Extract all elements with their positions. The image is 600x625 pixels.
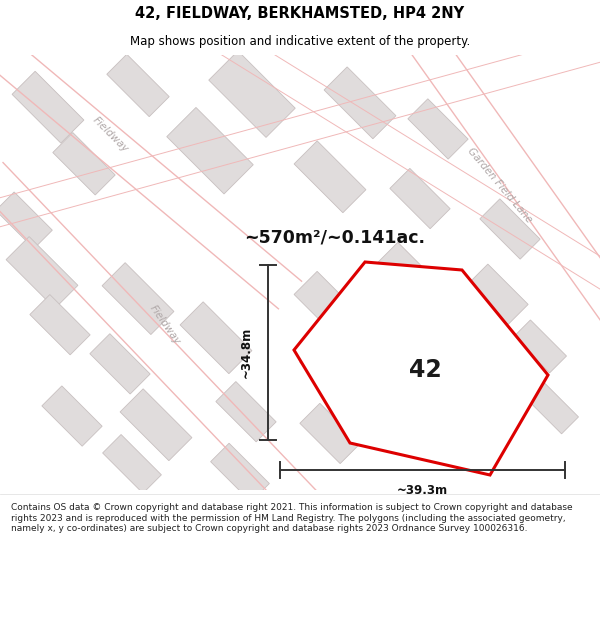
- Text: Contains OS data © Crown copyright and database right 2021. This information is : Contains OS data © Crown copyright and d…: [11, 504, 572, 533]
- Text: ~34.8m: ~34.8m: [239, 327, 253, 378]
- Polygon shape: [12, 71, 84, 143]
- Polygon shape: [468, 264, 528, 324]
- Polygon shape: [167, 107, 253, 194]
- Polygon shape: [526, 381, 578, 434]
- Polygon shape: [53, 132, 115, 195]
- Polygon shape: [209, 51, 295, 138]
- Polygon shape: [408, 99, 468, 159]
- Polygon shape: [294, 262, 548, 475]
- Polygon shape: [324, 67, 396, 139]
- Polygon shape: [30, 294, 90, 355]
- Polygon shape: [120, 389, 192, 461]
- Text: 42, FIELDWAY, BERKHAMSTED, HP4 2NY: 42, FIELDWAY, BERKHAMSTED, HP4 2NY: [136, 6, 464, 21]
- Text: Map shows position and indicative extent of the property.: Map shows position and indicative extent…: [130, 35, 470, 48]
- Text: 42: 42: [409, 358, 442, 382]
- Polygon shape: [107, 54, 169, 117]
- Polygon shape: [402, 303, 462, 364]
- Polygon shape: [372, 373, 432, 433]
- Polygon shape: [6, 237, 78, 308]
- Polygon shape: [514, 320, 566, 373]
- Polygon shape: [211, 443, 269, 502]
- Polygon shape: [300, 342, 360, 402]
- Text: ~39.3m: ~39.3m: [397, 484, 448, 496]
- Polygon shape: [378, 242, 438, 302]
- Text: Garden Field Lane: Garden Field Lane: [466, 146, 534, 224]
- Polygon shape: [216, 381, 276, 442]
- Text: Fieldway: Fieldway: [90, 115, 130, 155]
- Polygon shape: [480, 199, 540, 259]
- Polygon shape: [450, 347, 510, 407]
- Text: ~570m²/~0.141ac.: ~570m²/~0.141ac.: [245, 228, 425, 246]
- Polygon shape: [0, 192, 52, 249]
- Polygon shape: [42, 386, 102, 446]
- Polygon shape: [90, 334, 150, 394]
- Polygon shape: [294, 271, 366, 343]
- Polygon shape: [294, 141, 366, 212]
- Polygon shape: [102, 262, 174, 334]
- Polygon shape: [180, 302, 252, 374]
- Polygon shape: [300, 403, 360, 464]
- Polygon shape: [390, 168, 450, 229]
- Text: Fieldway: Fieldway: [148, 303, 182, 347]
- Polygon shape: [103, 434, 161, 493]
